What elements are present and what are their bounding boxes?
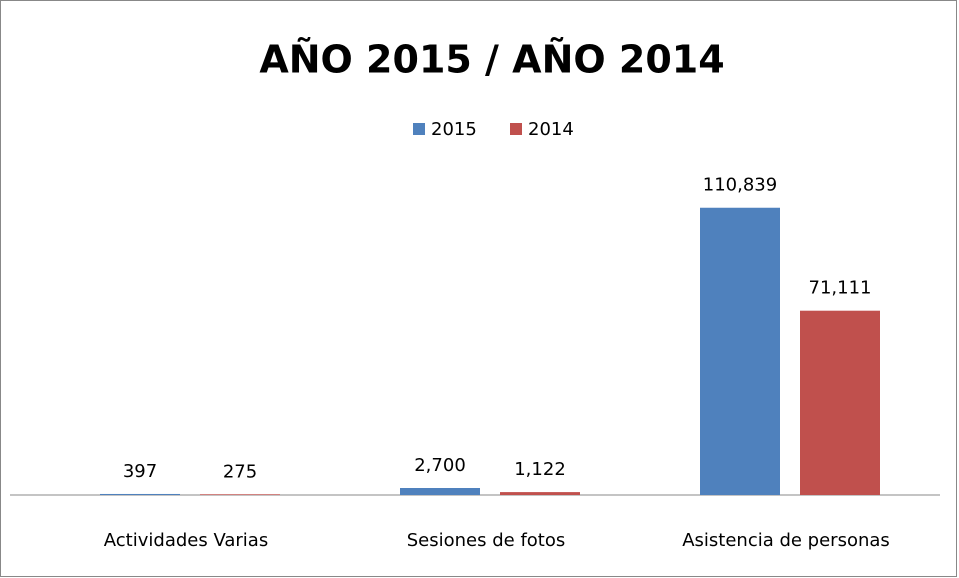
bar xyxy=(400,488,480,495)
bar xyxy=(500,492,580,495)
legend-swatch xyxy=(413,123,425,135)
legend-label: 2014 xyxy=(528,119,574,140)
data-label: 275 xyxy=(223,461,257,482)
x-tick-label: Asistencia de personas xyxy=(682,530,890,551)
data-label: 397 xyxy=(123,461,157,482)
bar xyxy=(200,494,280,495)
data-label: 2,700 xyxy=(414,455,466,476)
bar xyxy=(100,493,180,495)
x-tick-label: Actividades Varias xyxy=(104,530,268,551)
bar xyxy=(700,207,780,496)
bar xyxy=(800,310,880,495)
chart-title: AÑO 2015 / AÑO 2014 xyxy=(259,38,724,82)
data-label: 71,111 xyxy=(809,278,872,299)
data-label: 110,839 xyxy=(703,175,777,196)
legend-label: 2015 xyxy=(431,119,477,140)
data-label: 1,122 xyxy=(514,459,566,480)
x-tick-label: Sesiones de fotos xyxy=(407,530,566,551)
legend-swatch xyxy=(510,123,522,135)
